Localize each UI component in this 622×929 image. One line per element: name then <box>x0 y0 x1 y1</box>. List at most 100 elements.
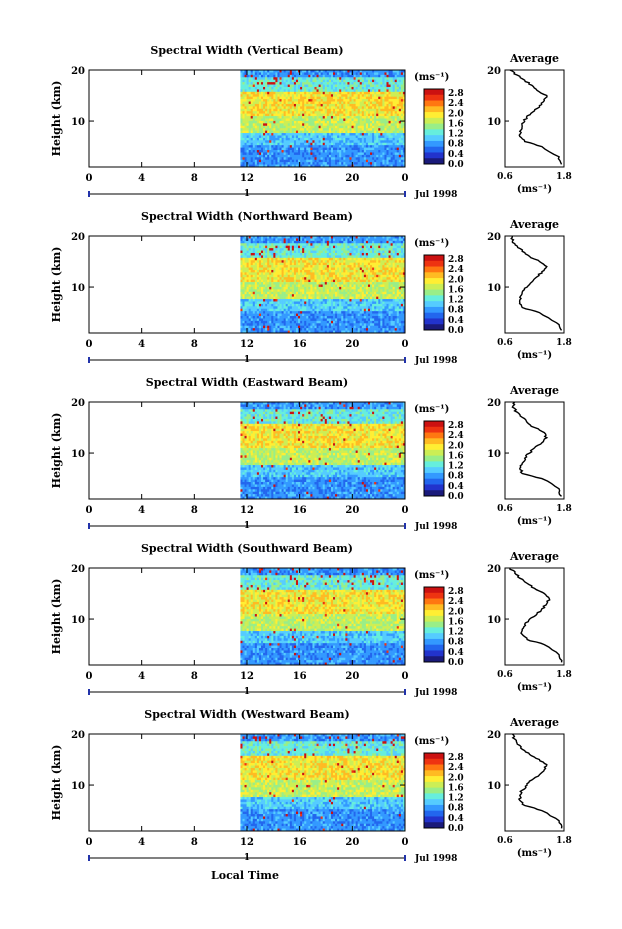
heatmap-cell <box>394 111 398 114</box>
heatmap-cell <box>263 262 266 266</box>
heatmap-cell <box>273 147 276 151</box>
heatmap-cell <box>291 240 295 244</box>
heatmap-cell <box>332 240 336 244</box>
heatmap-cell <box>386 245 389 249</box>
heatmap-cell <box>248 79 252 83</box>
heatmap-cell <box>287 262 291 266</box>
heatmap-cell <box>273 118 276 122</box>
heatmap-cell <box>285 274 289 278</box>
heatmap-cell <box>289 113 293 117</box>
heatmap-cell <box>339 274 342 278</box>
heatmap-cell <box>248 125 252 129</box>
heatmap-cell <box>394 243 398 246</box>
heatmap-cell <box>361 70 365 73</box>
heatmap-cell <box>324 101 328 105</box>
heatmap-cell <box>322 262 326 266</box>
heatmap-cell <box>248 274 252 278</box>
heatmap-cell <box>300 265 303 268</box>
heatmap-cell <box>258 82 262 85</box>
heatmap-cell <box>240 238 243 242</box>
heatmap-cell <box>318 106 321 110</box>
heatmap-cell <box>353 154 356 158</box>
heatmap-cell <box>300 116 303 119</box>
heatmap-cell <box>357 96 361 100</box>
heatmap-cell <box>250 262 254 266</box>
heatmap-cell <box>400 89 404 93</box>
heatmap-cell <box>326 133 330 136</box>
heatmap-cell <box>370 79 373 83</box>
heatmap-cell <box>320 162 324 165</box>
heatmap-cell <box>337 243 340 246</box>
heatmap-cell <box>312 262 315 266</box>
heatmap-cell <box>382 255 385 259</box>
heatmap-cell <box>343 103 346 107</box>
heatmap-cell <box>394 150 398 153</box>
heatmap-cell <box>295 96 299 100</box>
heatmap-cell <box>347 99 350 102</box>
heatmap-cell <box>400 267 404 271</box>
heatmap-cell <box>285 282 289 285</box>
heatmap-cell <box>312 86 315 90</box>
heatmap-cell <box>392 82 396 85</box>
heatmap-cell <box>365 150 369 153</box>
heatmap-cell <box>322 255 326 259</box>
heatmap-cell <box>386 118 389 122</box>
heatmap-cell <box>328 265 332 268</box>
heatmap-cell <box>260 250 264 254</box>
heatmap-cell <box>316 118 319 122</box>
heatmap-cell <box>322 70 326 73</box>
heatmap-cell <box>394 248 398 251</box>
heatmap-cell <box>248 252 252 256</box>
heatmap-cell <box>273 272 276 276</box>
heatmap-cell <box>304 116 307 119</box>
heatmap-cell <box>380 128 383 131</box>
heatmap-cell <box>269 137 272 141</box>
heatmap-cell <box>275 72 278 76</box>
heatmap-cell <box>341 103 344 107</box>
heatmap-cell <box>298 147 301 151</box>
heatmap-cell <box>376 70 379 73</box>
heatmap-cell <box>384 72 387 76</box>
heatmap-cell <box>306 125 309 129</box>
heatmap-cell <box>345 79 348 83</box>
heatmap-cell <box>370 250 373 254</box>
heatmap-cell <box>308 265 311 268</box>
heatmap-cell <box>392 157 396 161</box>
heatmap-cell <box>318 236 321 239</box>
heatmap-cell <box>310 91 313 95</box>
heatmap-cell <box>326 262 330 266</box>
heatmap-cell <box>347 106 350 110</box>
heatmap-cell <box>267 238 270 242</box>
heatmap-cell <box>256 79 260 83</box>
heatmap-cell <box>275 145 278 148</box>
heatmap-cell <box>328 86 332 90</box>
heatmap-cell <box>343 128 346 131</box>
heatmap-cell <box>244 70 247 73</box>
heatmap-cell <box>295 277 299 280</box>
heatmap-cell <box>310 245 313 249</box>
heatmap-cell <box>382 243 385 246</box>
heatmap-cell <box>372 101 375 105</box>
heatmap-cell <box>260 267 264 271</box>
heatmap-cell <box>312 103 315 107</box>
heatmap-cell <box>267 162 270 165</box>
heatmap-cell <box>345 125 348 129</box>
heatmap-cell <box>318 269 321 273</box>
heatmap-cell <box>400 91 404 95</box>
heatmap-cell <box>355 236 358 239</box>
heatmap-cell <box>341 236 344 239</box>
heatmap-cell <box>378 94 381 97</box>
heatmap-cell <box>273 248 276 251</box>
heatmap-cell <box>400 269 404 273</box>
heatmap-cell <box>283 137 286 141</box>
heatmap-cell <box>312 89 315 93</box>
heatmap-cell <box>273 250 276 254</box>
heatmap-cell <box>341 82 344 85</box>
heatmap-cell <box>382 120 385 124</box>
heatmap-cell <box>275 286 278 290</box>
heatmap-cell <box>285 116 289 119</box>
heatmap-cell <box>271 140 274 144</box>
x-tick-label: 12 <box>240 173 254 184</box>
heatmap-cell <box>320 125 324 129</box>
heatmap-cell <box>394 133 398 136</box>
